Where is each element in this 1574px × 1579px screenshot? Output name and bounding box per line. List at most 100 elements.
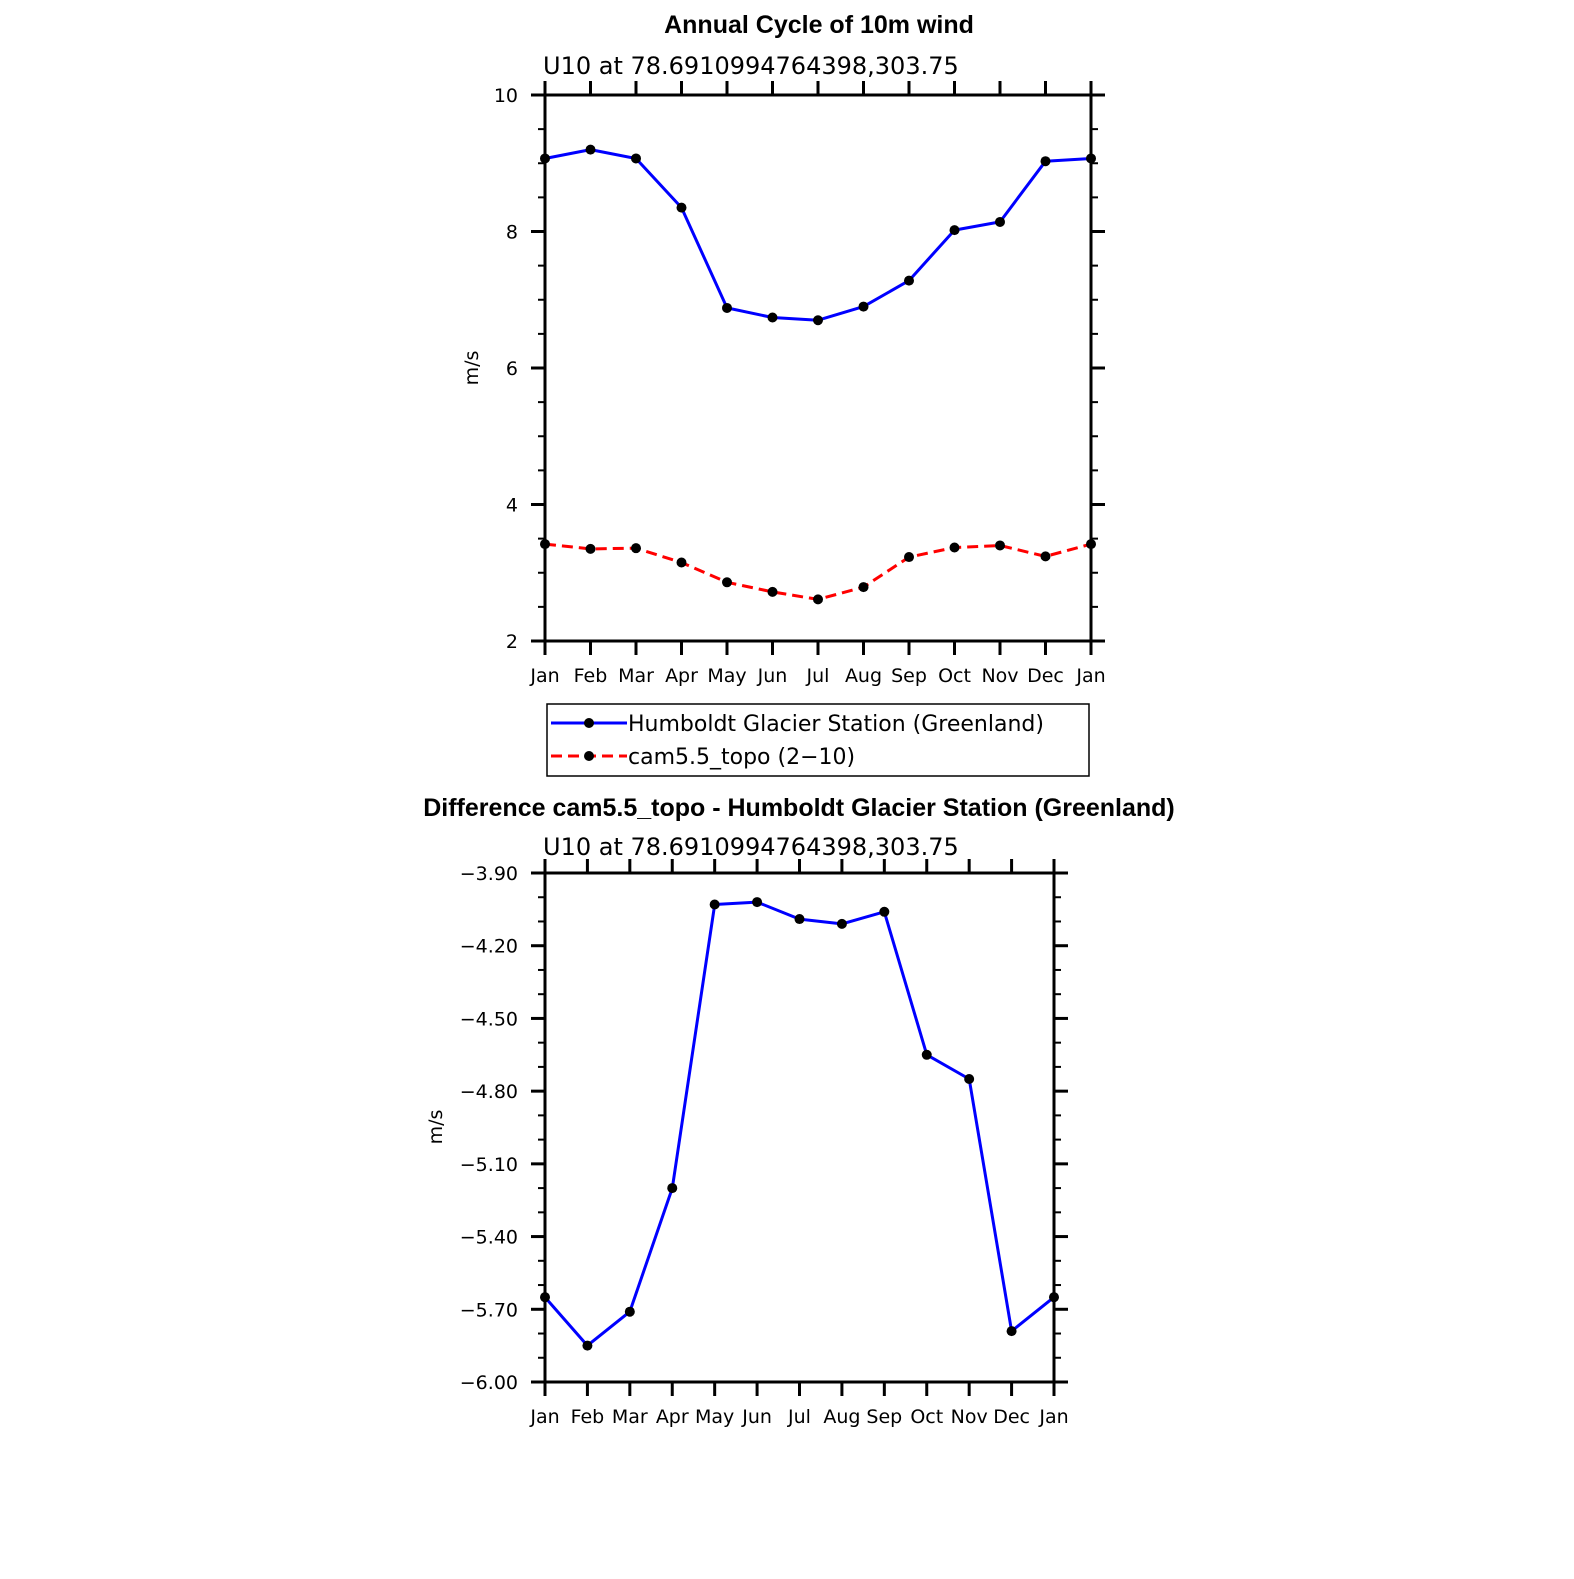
chart2-series-0-point bbox=[964, 1074, 975, 1085]
chart2-ytick-label: −4.80 bbox=[460, 1081, 518, 1103]
chart1-series-0-point bbox=[767, 312, 778, 323]
chart2-ytick-label: −4.50 bbox=[460, 1008, 518, 1030]
chart2-xtick-label: May bbox=[695, 1406, 734, 1428]
chart1-xtick-label: Dec bbox=[1027, 665, 1064, 687]
chart2-xtick-label: Jan bbox=[529, 1406, 559, 1428]
chart1-ylabel: m/s bbox=[461, 351, 483, 386]
chart1-series-1-point bbox=[722, 577, 732, 588]
chart1-xtick-label: Sep bbox=[891, 665, 927, 687]
legend-label-cam: cam5.5_topo (2−10) bbox=[628, 745, 855, 770]
chart1-series-1-point bbox=[1040, 551, 1051, 562]
chart1-series-1-point bbox=[813, 594, 823, 605]
chart1-series-0-point bbox=[995, 216, 1005, 227]
chart2-xtick-label: Nov bbox=[951, 1406, 988, 1428]
chart-annual-cycle: Annual Cycle of 10m wind U10 at 78.69109… bbox=[461, 11, 1106, 777]
chart1-series-0-point bbox=[904, 275, 914, 286]
legend-marker-humboldt bbox=[584, 718, 594, 728]
chart1-ytick-label: 8 bbox=[506, 222, 518, 244]
chart2-series-0-point bbox=[879, 906, 890, 917]
chart1-series-1-point bbox=[949, 542, 960, 553]
chart2-xtick-label: Dec bbox=[993, 1406, 1030, 1428]
chart1-series-0-point bbox=[1040, 156, 1051, 167]
chart2-title: Difference cam5.5_topo - Humboldt Glacie… bbox=[423, 794, 1175, 822]
chart1-series-line-1 bbox=[544, 542, 1092, 601]
chart2-series-0-point bbox=[752, 897, 763, 908]
chart1-series-0-point bbox=[722, 302, 732, 313]
chart2-series bbox=[540, 897, 1059, 1351]
chart1-series-1-point bbox=[904, 552, 914, 563]
chart1-series-1-point bbox=[585, 543, 596, 554]
chart2-subtitle: U10 at 78.6910994764398,303.75 bbox=[543, 833, 959, 861]
chart1-series-1-point bbox=[631, 543, 641, 554]
chart2-ticks: Jan Feb Mar Apr May Jun Jul Aug Sep Oct Nov Dec Jan−… bbox=[460, 859, 1069, 1428]
chart2-ytick-label: −5.40 bbox=[460, 1227, 518, 1249]
chart2-xtick-label: Feb bbox=[571, 1406, 605, 1428]
chart2-ytick-label: −5.10 bbox=[460, 1154, 518, 1176]
chart1-xtick-label: Jun bbox=[757, 665, 788, 687]
chart2-series-0-point bbox=[709, 899, 720, 910]
chart2-series-0-point bbox=[540, 1292, 550, 1303]
chart2-ytick-label: −4.20 bbox=[460, 936, 518, 958]
chart1-ytick-label: 2 bbox=[506, 631, 518, 653]
chart1-series-0-point bbox=[676, 202, 687, 213]
chart1-series-1-point bbox=[540, 539, 550, 550]
chart1-series-1-point bbox=[858, 582, 869, 593]
chart1-xtick-label: Apr bbox=[665, 665, 698, 687]
chart1-legend: Humboldt Glacier Station (Greenland) cam… bbox=[546, 703, 1090, 777]
legend-label-humboldt: Humboldt Glacier Station (Greenland) bbox=[628, 712, 1044, 737]
chart2-ytick-label: −3.90 bbox=[460, 863, 518, 885]
chart2-xtick-label: Oct bbox=[910, 1406, 943, 1428]
chart2-ytick-label: −5.70 bbox=[460, 1299, 518, 1321]
chart2-series-0-point bbox=[1049, 1292, 1059, 1303]
chart1-series bbox=[540, 144, 1096, 605]
chart1-xtick-label: Jan bbox=[529, 665, 559, 687]
chart1-ytick-label: 6 bbox=[506, 358, 518, 380]
chart2-series-0-point bbox=[1006, 1326, 1017, 1337]
chart1-xtick-label: Aug bbox=[845, 665, 882, 687]
chart1-xtick-label: Oct bbox=[938, 665, 971, 687]
chart1-series-0-point bbox=[540, 153, 550, 164]
chart1-series-1-point bbox=[995, 540, 1005, 551]
chart1-title: Annual Cycle of 10m wind bbox=[664, 11, 974, 39]
chart1-series-0-point bbox=[813, 315, 823, 326]
chart1-ytick-label: 10 bbox=[494, 85, 518, 107]
chart1-series-1-point bbox=[676, 557, 687, 568]
chart2-series-0-point bbox=[582, 1340, 593, 1351]
chart1-series-0-point bbox=[858, 301, 869, 312]
legend-marker-cam bbox=[584, 751, 594, 761]
chart2-series-0-point bbox=[836, 918, 847, 929]
chart2-xtick-label: Mar bbox=[612, 1406, 648, 1428]
chart1-series-1-point bbox=[767, 586, 778, 597]
legend-box bbox=[546, 703, 1090, 777]
chart2-xtick-label: Apr bbox=[656, 1406, 689, 1428]
chart1-series-0-point bbox=[631, 153, 641, 164]
chart1-xtick-label: Feb bbox=[574, 665, 608, 687]
chart2-series-0-point bbox=[921, 1049, 932, 1060]
chart1-xtick-label: Jul bbox=[806, 665, 830, 687]
chart2-series-0-point bbox=[624, 1306, 635, 1317]
chart2-series-0-point bbox=[667, 1183, 678, 1194]
chart2-ytick-label: −6.00 bbox=[460, 1372, 518, 1394]
chart-difference: Difference cam5.5_topo - Humboldt Glacie… bbox=[423, 794, 1175, 1428]
chart1-plot-frame bbox=[543, 93, 1093, 643]
chart1-series-line-0 bbox=[544, 148, 1092, 322]
chart1-series-1-point bbox=[1086, 539, 1096, 550]
chart2-xtick-label: Jul bbox=[787, 1406, 811, 1428]
chart1-ytick-label: 4 bbox=[506, 495, 518, 517]
chart1-xtick-label: Mar bbox=[618, 665, 654, 687]
chart2-series-0-point bbox=[794, 914, 805, 925]
chart1-series-0-point bbox=[949, 225, 960, 236]
chart1-xtick-label: Jan bbox=[1075, 665, 1105, 687]
chart2-xtick-label: Jan bbox=[1038, 1406, 1068, 1428]
chart1-xtick-label: May bbox=[707, 665, 746, 687]
chart2-ylabel: m/s bbox=[425, 1110, 447, 1145]
chart1-ticks: Jan Feb Mar Apr May Jun Jul Aug Sep Oct Nov Dec Jan 2… bbox=[494, 81, 1106, 687]
chart2-xtick-label: Sep bbox=[866, 1406, 902, 1428]
chart2-xtick-label: Aug bbox=[823, 1406, 860, 1428]
chart2-series-line-0 bbox=[543, 900, 1055, 1348]
chart1-xtick-label: Nov bbox=[981, 665, 1018, 687]
chart1-series-0-point bbox=[1086, 153, 1096, 164]
chart2-xtick-label: Jun bbox=[741, 1406, 772, 1428]
